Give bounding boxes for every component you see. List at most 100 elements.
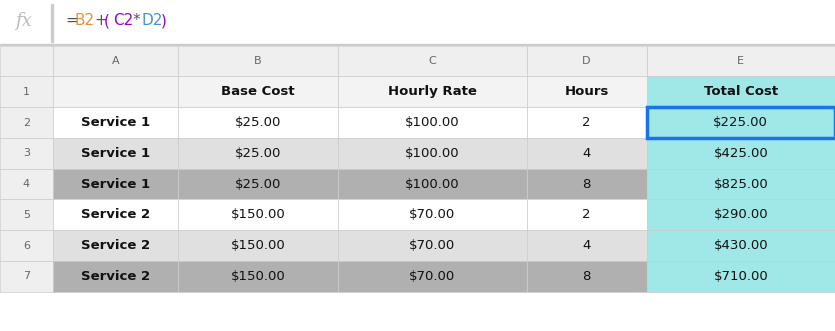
Bar	[646, 138, 835, 169]
Text: *: *	[132, 13, 140, 28]
Text: 4: 4	[582, 147, 590, 160]
Bar	[646, 76, 835, 107]
Bar	[0, 199, 53, 230]
Bar	[178, 261, 338, 292]
Text: =: =	[65, 13, 78, 28]
Text: fx: fx	[15, 12, 32, 29]
Text: ): )	[161, 13, 167, 28]
Bar	[646, 107, 835, 138]
Bar	[0, 261, 53, 292]
Text: $70.00: $70.00	[409, 208, 455, 221]
Text: $225.00: $225.00	[713, 116, 768, 129]
Bar	[338, 107, 527, 138]
Text: 2: 2	[582, 208, 591, 221]
Text: Hours: Hours	[564, 85, 609, 98]
Bar	[646, 169, 835, 199]
Text: Service 2: Service 2	[81, 208, 150, 221]
Text: 7: 7	[23, 271, 30, 281]
Bar	[338, 261, 527, 292]
Text: $825.00: $825.00	[713, 177, 768, 191]
Text: Service 1: Service 1	[81, 177, 150, 191]
Text: Service 1: Service 1	[81, 147, 150, 160]
Text: 4: 4	[582, 239, 590, 252]
Bar	[527, 230, 646, 261]
Bar	[338, 76, 527, 107]
Text: 3: 3	[23, 148, 30, 158]
Bar	[527, 261, 646, 292]
Bar	[53, 230, 178, 261]
Bar	[178, 46, 338, 76]
Bar	[527, 138, 646, 169]
Text: 2: 2	[582, 116, 591, 129]
Text: 4: 4	[23, 179, 30, 189]
Bar	[53, 169, 178, 199]
Text: D2: D2	[142, 13, 164, 28]
Text: C2: C2	[113, 13, 134, 28]
Bar	[178, 169, 338, 199]
Text: 8: 8	[582, 270, 590, 283]
Bar	[0, 44, 835, 46]
Text: $150.00: $150.00	[230, 239, 286, 252]
Text: $150.00: $150.00	[230, 270, 286, 283]
Text: 8: 8	[582, 177, 590, 191]
Text: $100.00: $100.00	[405, 116, 459, 129]
Bar	[527, 76, 646, 107]
Bar	[338, 169, 527, 199]
Text: $70.00: $70.00	[409, 270, 455, 283]
Bar	[53, 199, 178, 230]
Bar	[646, 230, 835, 261]
Text: $100.00: $100.00	[405, 147, 459, 160]
Bar	[178, 230, 338, 261]
Text: D: D	[582, 56, 591, 66]
Bar	[338, 199, 527, 230]
Text: $70.00: $70.00	[409, 239, 455, 252]
Text: $290.00: $290.00	[713, 208, 768, 221]
Text: Service 2: Service 2	[81, 239, 150, 252]
Bar	[178, 138, 338, 169]
Text: 2: 2	[23, 118, 30, 127]
Text: Total Cost: Total Cost	[704, 85, 778, 98]
Bar	[51, 4, 53, 42]
Bar	[338, 230, 527, 261]
Text: B: B	[255, 56, 262, 66]
Text: A: A	[112, 56, 119, 66]
Bar	[178, 76, 338, 107]
Text: $25.00: $25.00	[235, 147, 281, 160]
Bar	[178, 107, 338, 138]
Text: $100.00: $100.00	[405, 177, 459, 191]
Bar	[338, 46, 527, 76]
Bar	[0, 169, 53, 199]
Text: Service 2: Service 2	[81, 270, 150, 283]
Text: $150.00: $150.00	[230, 208, 286, 221]
Text: $710.00: $710.00	[713, 270, 768, 283]
Text: $25.00: $25.00	[235, 116, 281, 129]
Text: B2: B2	[74, 13, 95, 28]
Bar	[527, 169, 646, 199]
Bar	[178, 199, 338, 230]
Bar	[53, 76, 178, 107]
Bar	[0, 46, 53, 76]
Text: (: (	[104, 13, 109, 28]
Bar	[53, 46, 178, 76]
Text: Service 1: Service 1	[81, 116, 150, 129]
Text: $425.00: $425.00	[713, 147, 768, 160]
Text: Hourly Rate: Hourly Rate	[388, 85, 477, 98]
Bar	[646, 261, 835, 292]
Bar	[0, 138, 53, 169]
Text: 6: 6	[23, 241, 30, 251]
Text: 1: 1	[23, 87, 30, 97]
Bar	[527, 199, 646, 230]
Bar	[646, 46, 835, 76]
Bar	[53, 138, 178, 169]
Text: +: +	[94, 13, 107, 28]
Text: 5: 5	[23, 210, 30, 220]
Bar	[0, 230, 53, 261]
Bar	[527, 46, 646, 76]
Bar	[0, 76, 53, 107]
Text: $430.00: $430.00	[713, 239, 768, 252]
Bar	[527, 107, 646, 138]
Bar	[0, 107, 53, 138]
Bar	[646, 107, 835, 138]
Text: C: C	[428, 56, 436, 66]
Bar	[53, 107, 178, 138]
